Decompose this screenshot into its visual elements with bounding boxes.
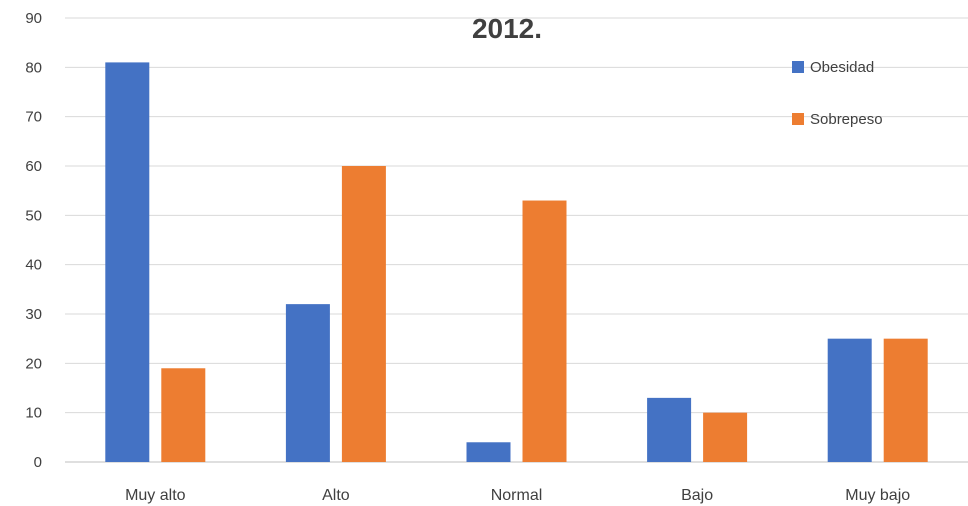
bar-obesidad-2: [466, 442, 511, 462]
bar-obesidad-0: [105, 62, 150, 463]
legend-swatch-obesidad: [792, 61, 804, 73]
y-tick-label: 60: [25, 158, 42, 175]
y-axis-ticks: 0 10 20 30 40 50 60 70 80 90: [25, 10, 42, 471]
y-tick-label: 40: [25, 257, 42, 274]
bar-obesidad-1: [285, 304, 330, 462]
bar-sobrepeso-4: [883, 338, 928, 462]
x-category-label: Muy bajo: [845, 487, 910, 504]
y-tick-label: 70: [25, 109, 42, 126]
y-tick-label: 80: [25, 59, 42, 76]
legend-swatch-sobrepeso: [792, 113, 804, 125]
x-category-label: Alto: [322, 487, 350, 504]
y-tick-label: 0: [34, 454, 42, 471]
legend-label-obesidad: Obesidad: [810, 59, 874, 76]
bar-sobrepeso-1: [341, 166, 386, 462]
legend: Obesidad Sobrepeso: [792, 59, 883, 128]
y-tick-label: 10: [25, 405, 42, 422]
bar-sobrepeso-0: [161, 368, 206, 462]
y-tick-label: 30: [25, 306, 42, 323]
legend-label-sobrepeso: Sobrepeso: [810, 111, 883, 128]
y-tick-label: 50: [25, 207, 42, 224]
y-tick-label: 90: [25, 10, 42, 27]
gridlines: [65, 17, 968, 463]
x-category-label: Bajo: [681, 487, 713, 504]
x-axis-labels: Muy alto Alto Normal Bajo Muy bajo: [125, 487, 910, 504]
chart-title: 2012.: [472, 13, 542, 44]
y-tick-label: 20: [25, 355, 42, 372]
x-category-label: Muy alto: [125, 487, 186, 504]
bar-obesidad-4: [827, 338, 872, 462]
bar-obesidad-3: [647, 397, 692, 462]
x-category-label: Normal: [491, 487, 543, 504]
bar-sobrepeso-3: [703, 412, 748, 462]
bar-sobrepeso-2: [522, 200, 567, 463]
bars: [105, 62, 928, 463]
